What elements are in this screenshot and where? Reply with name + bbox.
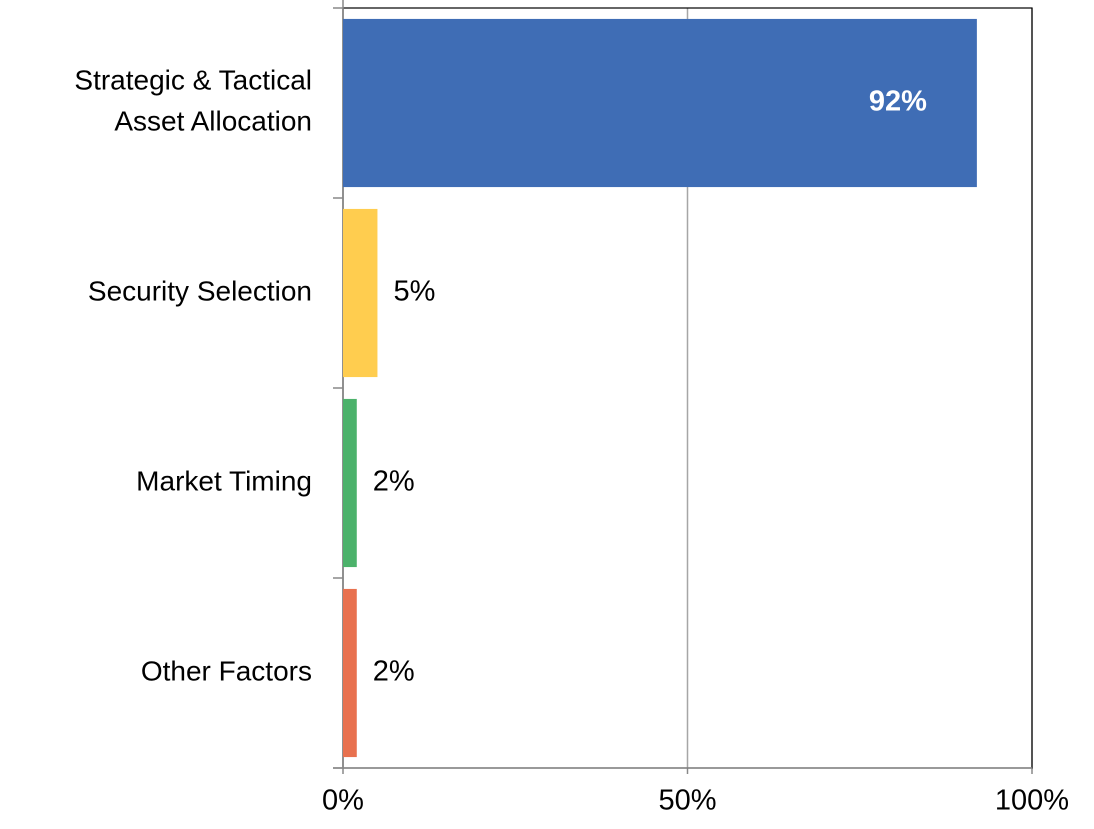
data-label: 92% bbox=[869, 86, 927, 118]
data-label: 2% bbox=[373, 466, 415, 498]
bar bbox=[343, 18, 977, 188]
bar bbox=[343, 208, 378, 378]
y-tick-label: Other Factors bbox=[141, 655, 312, 686]
bar bbox=[343, 588, 357, 758]
y-tick-label: Strategic & Tactical Asset Allocation bbox=[74, 65, 312, 137]
bar bbox=[343, 398, 357, 568]
x-tick-label: 100% bbox=[995, 785, 1069, 817]
y-tick-label: Security Selection bbox=[88, 275, 312, 306]
y-tick-label: Market Timing bbox=[136, 465, 312, 496]
x-tick-label: 0% bbox=[322, 785, 364, 817]
data-label: 5% bbox=[393, 276, 435, 308]
x-tick-label: 50% bbox=[658, 785, 716, 817]
data-label: 2% bbox=[373, 656, 415, 688]
